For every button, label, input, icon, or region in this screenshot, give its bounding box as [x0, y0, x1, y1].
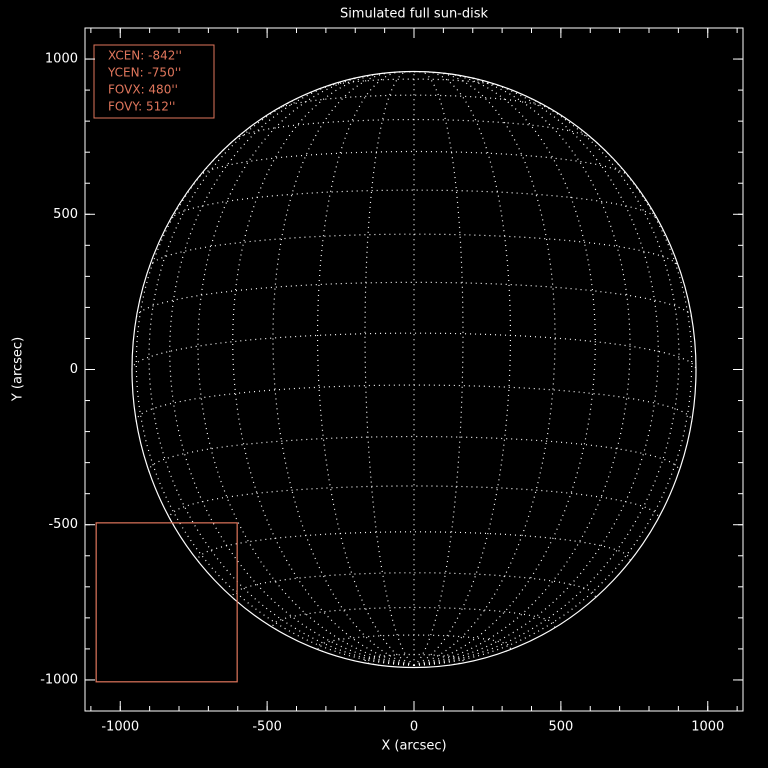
disk-parallel — [135, 281, 693, 318]
disk-meridian — [413, 86, 680, 666]
fov-ycen: YCEN: -750'' — [107, 66, 181, 80]
disk-parallel — [169, 485, 659, 520]
disk-meridian — [197, 74, 415, 666]
disk-limb — [131, 70, 697, 669]
y-tick-label: -1000 — [40, 672, 78, 687]
x-axis-label: X (arcsec) — [381, 739, 446, 754]
x-tick-label: 0 — [410, 720, 418, 735]
y-tick-label: -500 — [48, 517, 78, 532]
disk-parallel — [148, 233, 680, 267]
y-axis-label: Y (arcsec) — [11, 337, 26, 402]
x-tick-label: -1000 — [101, 720, 139, 735]
x-tick-label: 1000 — [691, 720, 724, 735]
disk-parallel — [232, 572, 596, 600]
disk-meridian — [413, 126, 693, 666]
disk-meridian — [232, 72, 415, 666]
y-tick-label: 0 — [70, 362, 78, 377]
disk-meridian — [413, 74, 631, 666]
x-tick-label: -500 — [252, 720, 282, 735]
y-tick-label: 500 — [53, 207, 78, 222]
x-tick-label: 500 — [548, 720, 573, 735]
fov-fovy: FOVY: 512'' — [108, 100, 175, 114]
fov-fovx: FOVX: 480'' — [108, 83, 178, 97]
disk-meridian — [148, 86, 415, 666]
chart-title: Simulated full sun-disk — [340, 7, 489, 22]
disk-meridian — [135, 126, 415, 666]
y-tick-label: 1000 — [45, 52, 78, 67]
fov-legend: XCEN: -842'' YCEN: -750'' FOVX: 480'' FO… — [93, 44, 215, 119]
disk-meridian — [413, 72, 596, 666]
fov-box — [95, 522, 238, 683]
fov-xcen: XCEN: -842'' — [108, 49, 182, 63]
fov-legend-frame — [93, 44, 215, 119]
disk-parallel — [323, 78, 505, 88]
